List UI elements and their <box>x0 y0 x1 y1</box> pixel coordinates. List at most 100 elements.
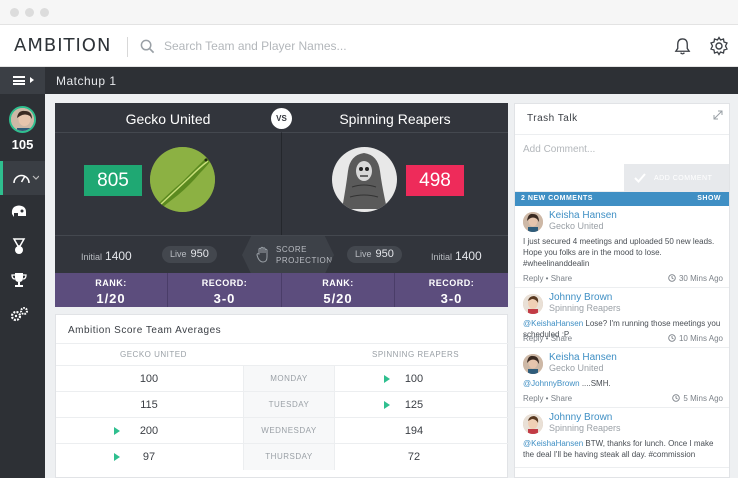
comment-input[interactable] <box>523 139 723 159</box>
home-average-value: 200 <box>139 425 159 437</box>
comment-time: 5 Mins Ago <box>672 394 723 403</box>
commenter-team: Gecko United <box>549 363 604 373</box>
score-stats-row: Initial 1400 Live 950 SCORE PROJECTIONS Li… <box>55 235 508 274</box>
hand-icon <box>256 246 268 263</box>
comment-mention[interactable]: @JohnnyBrown <box>523 379 580 388</box>
reply-link[interactable]: Reply <box>523 394 544 403</box>
top-bar: AMBITION <box>0 25 738 67</box>
away-rank-value: 5/20 <box>323 291 353 306</box>
comment-text: @KeishaHansen Lose? I'm running those me… <box>523 318 723 340</box>
commenter-avatar[interactable] <box>523 414 543 434</box>
home-live-label: Live <box>170 249 187 259</box>
day-label: MONDAY <box>243 366 335 392</box>
comment-time-text: 10 Mins Ago <box>678 334 723 343</box>
expand-icon[interactable] <box>713 110 723 120</box>
up-arrow-icon <box>114 453 120 461</box>
comment-actions: Reply • Share <box>523 394 573 403</box>
user-avatar[interactable] <box>9 106 36 133</box>
comment-mention[interactable]: @KeishaHansen <box>523 319 584 328</box>
comment-item: Keisha Hansen Gecko United I just secured … <box>515 206 729 288</box>
home-initial-label: Initial <box>81 252 103 262</box>
clock-icon <box>668 274 676 282</box>
search-input[interactable] <box>164 36 494 56</box>
share-link[interactable]: Share <box>550 334 573 343</box>
clock-icon <box>668 334 676 342</box>
user-avatar-image <box>11 108 34 131</box>
up-arrow-icon <box>114 427 120 435</box>
commenter-team: Spinning Reapers <box>549 303 621 313</box>
menu-toggle-button[interactable] <box>0 67 45 94</box>
score-projections-button[interactable]: SCORE PROJECTIONS <box>242 236 334 274</box>
away-initial-label: Initial <box>431 252 453 262</box>
away-team-name[interactable]: Spinning Reapers <box>339 111 451 127</box>
home-average-value: 97 <box>142 451 156 463</box>
away-score: 498 <box>406 165 464 196</box>
commenter-name[interactable]: Keisha Hansen <box>549 352 617 363</box>
window-zoom-dot[interactable] <box>40 8 49 17</box>
home-team-image[interactable] <box>150 147 215 212</box>
window-close-dot[interactable] <box>10 8 19 17</box>
bell-icon[interactable] <box>673 37 692 56</box>
gear-icon[interactable] <box>709 36 729 56</box>
show-new-comments-link[interactable]: SHOW <box>697 195 721 202</box>
sidebar-item-awards[interactable] <box>0 229 45 263</box>
trash-talk-title: Trash Talk <box>527 113 578 124</box>
checkmark-icon <box>634 173 646 183</box>
home-live: Live 950 <box>162 246 217 263</box>
averages-row: 100 MONDAY 100 <box>56 365 509 392</box>
away-average-value: 100 <box>404 373 424 385</box>
away-rank-label: RANK: <box>322 278 354 288</box>
team-divider <box>281 133 282 307</box>
commenter-avatar-image <box>523 354 543 374</box>
sidebar-item-settings[interactable] <box>0 297 45 331</box>
team-averages-card: Ambition Score Team Averages GECKO UNITE… <box>55 314 509 478</box>
new-comments-count: 2 NEW COMMENTS <box>521 195 593 202</box>
away-live: Live 950 <box>347 246 402 263</box>
away-average-value: 125 <box>404 399 424 411</box>
commenter-name[interactable]: Johnny Brown <box>549 412 613 423</box>
comment-body: Lose? I'm running those meetings you sch… <box>523 319 721 339</box>
matchup-card: Gecko United Spinning Reapers VS 805 <box>55 103 508 307</box>
averages-row: 115 TUESDAY 125 <box>56 391 509 418</box>
commenter-avatar[interactable] <box>523 354 543 374</box>
sidebar-item-leaderboard[interactable] <box>0 263 45 297</box>
away-average-value: 72 <box>407 451 421 463</box>
comment-mention[interactable]: @KeishaHansen <box>523 439 584 448</box>
up-arrow-icon <box>384 375 390 383</box>
comment-body: BTW, thanks for lunch. Once I make the d… <box>523 439 714 459</box>
reply-link[interactable]: Reply <box>523 334 544 343</box>
commenter-name[interactable]: Keisha Hansen <box>549 210 617 221</box>
reply-link[interactable]: Reply <box>523 274 544 283</box>
away-team-image[interactable] <box>332 147 397 212</box>
sidebar-item-teams[interactable] <box>0 195 45 229</box>
sidebar-item-dashboard[interactable] <box>0 161 45 195</box>
away-team-header: Spinning Reapers <box>282 103 508 133</box>
day-label: THURSDAY <box>243 444 335 470</box>
share-link[interactable]: Share <box>550 394 573 403</box>
up-arrow-icon <box>384 401 390 409</box>
new-comments-bar: 2 NEW COMMENTS SHOW <box>515 192 729 206</box>
commenter-avatar[interactable] <box>523 212 543 232</box>
comment-actions: Reply • Share <box>523 274 573 283</box>
share-link[interactable]: Share <box>550 274 573 283</box>
away-rank: RANK: 5/20 <box>282 273 395 307</box>
comment-text: @KeishaHansen BTW, thanks for lunch. Onc… <box>523 438 723 460</box>
projections-line2: PROJECTIONS <box>276 256 339 265</box>
home-team-name[interactable]: Gecko United <box>125 111 211 127</box>
app-logo[interactable]: AMBITION <box>14 35 112 56</box>
averages-divider <box>56 343 509 344</box>
home-initial-value: 1400 <box>105 249 132 263</box>
commenter-avatar[interactable] <box>523 294 543 314</box>
comment-actions: Reply • Share <box>523 334 573 343</box>
medal-icon <box>12 238 26 254</box>
commenter-avatar-image <box>523 294 543 314</box>
home-rank-value: 1/20 <box>96 291 126 306</box>
commenter-name[interactable]: Johnny Brown <box>549 292 613 303</box>
home-score: 805 <box>84 165 142 196</box>
add-comment-button[interactable]: ADD COMMENT <box>624 164 729 193</box>
sidebar: 105 <box>0 94 45 478</box>
comment-body: I just secured 4 meetings and uploaded 5… <box>523 237 715 268</box>
averages-row: 200 WEDNESDAY 194 <box>56 417 509 444</box>
window-minimize-dot[interactable] <box>25 8 34 17</box>
